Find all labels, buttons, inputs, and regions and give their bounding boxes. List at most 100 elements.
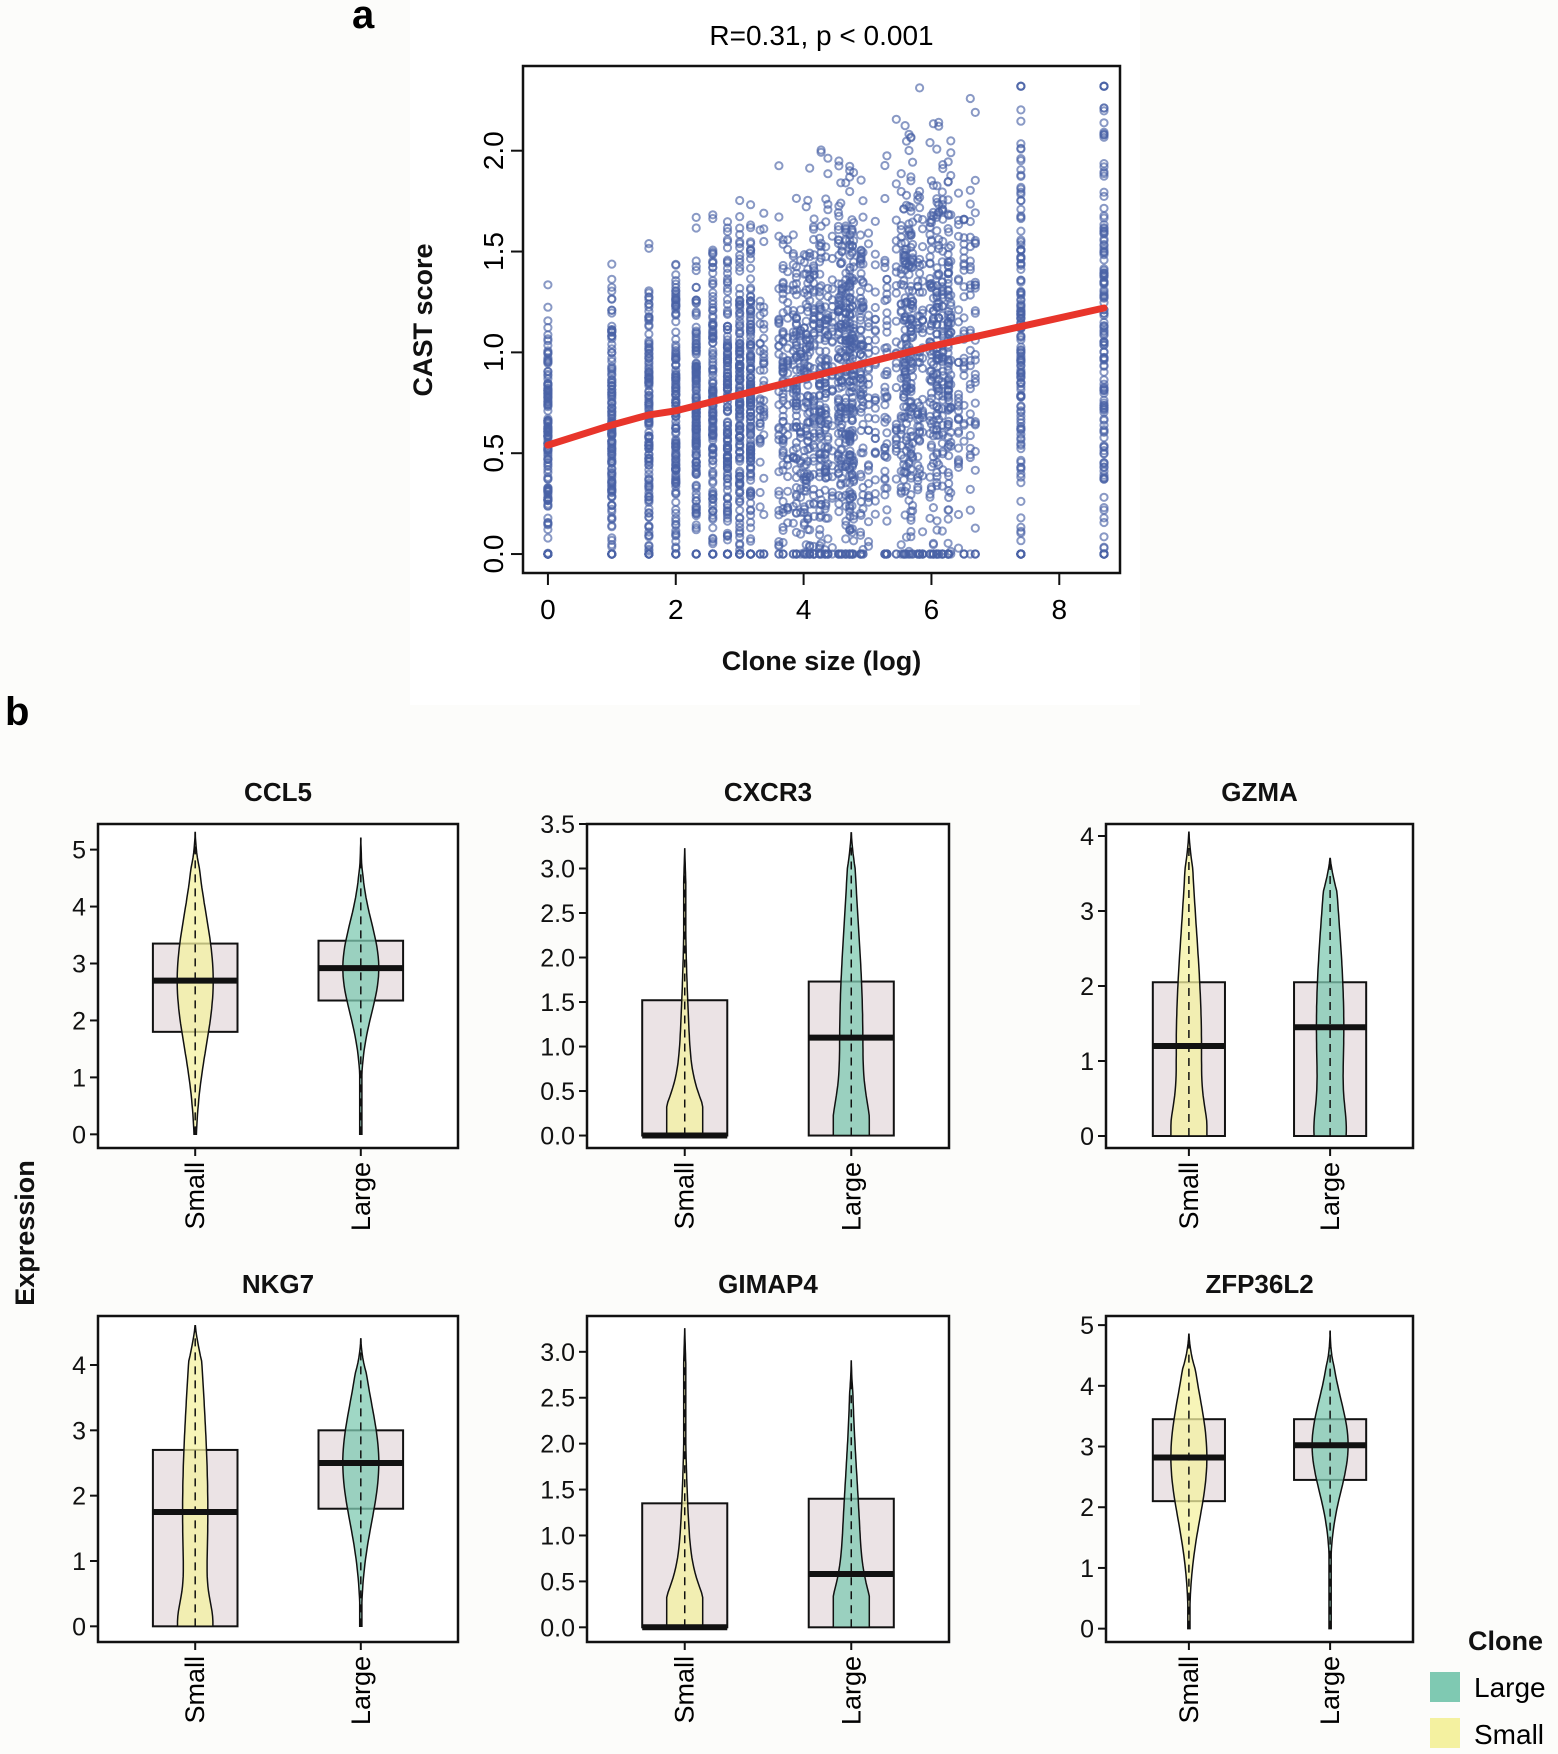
scatter-point [827,543,837,553]
scatter-point [816,419,826,429]
scatter-point [644,440,654,450]
scatter-point [849,257,859,267]
panel-ccl5: CCL5 0 1 2 3 4 5 Small Large [72,777,460,1231]
scatter-point [821,354,831,364]
scatter-point [845,525,855,536]
regression-line [544,304,1108,449]
y-tick-label: 1.5 [540,989,575,1017]
scatter-point [607,500,617,510]
scatter-point [543,330,553,340]
panel-title: ZFP36L2 [1205,1269,1313,1299]
scatter-point [759,353,769,363]
scatter-point [1016,195,1026,206]
scatter-point [746,245,756,255]
scatter-point [965,345,975,355]
scatter-point [746,291,756,301]
scatter-point [970,377,980,387]
scatter-point [1016,289,1026,299]
scatter-point [644,475,654,485]
scatter-point [845,279,855,289]
scatter-point [543,474,553,484]
scatter-point [735,349,745,359]
scatter-point [815,324,825,334]
scatter-point [759,549,769,559]
scatter-point [815,334,825,344]
scatter-point [870,287,880,297]
scatter-point [722,235,733,245]
scatter-point [783,400,793,410]
scatter-point [1099,81,1109,91]
scatter-point [708,365,718,376]
scatter-point [944,375,954,385]
scatter-point [925,416,935,426]
scatter-point [845,549,855,559]
scatter-point [882,452,892,462]
scatter-point [671,530,681,540]
scatter-point [759,365,769,375]
scatter-point [904,439,914,450]
panel-cxcr3: CXCR3 0.0 0.5 1.0 1.5 2.0 2.5 3.0 3.5 Small Large [540,777,951,1231]
scatter-point [932,549,942,559]
scatter-point [815,400,825,410]
scatter-point [708,494,718,504]
scatter-point [938,371,948,381]
scatter-point [953,401,964,411]
scatter-point [906,532,916,542]
scatter-point [691,282,701,292]
scatter-point [1016,360,1026,371]
scatter-point [928,207,939,217]
scatter-point [644,444,654,454]
scatter-point [735,289,745,299]
scatter-point [908,157,918,167]
scatter-point [671,259,681,269]
scatter-point [970,419,980,429]
scatter-point [691,376,701,386]
scatter-point [870,509,880,519]
scatter-point [1099,103,1109,113]
scatter-point [691,389,701,399]
scatter-point [722,295,733,305]
scatter-point [671,340,681,350]
scatter-point [913,213,923,223]
scatter-point [774,435,784,445]
scatter-point [788,422,798,432]
scatter-point [847,227,858,237]
scatter-point [644,329,654,339]
scatter-point [607,407,617,417]
y-tick-label: 0 [72,1613,86,1641]
scatter-point [691,489,701,499]
scatter-point [644,484,654,494]
scatter-point [543,302,553,312]
scatter-point [708,387,718,397]
scatter-point [965,484,975,494]
scatter-point [735,229,745,240]
scatter-point [801,285,811,295]
scatter-point [809,234,819,245]
scatter-point [791,527,802,537]
scatter-point [823,169,833,179]
scatter-point [882,505,892,515]
scatter-point [970,306,980,316]
scatter-point [1099,167,1109,177]
scatter-point [746,430,756,440]
scatter-point [543,496,553,506]
scatter-point [783,471,793,482]
scatter-point [925,489,935,499]
scatter-point [735,446,745,456]
scatter-point [823,199,833,209]
scatter-point [735,266,745,276]
scatter-point [644,460,654,470]
scatter-point [755,422,765,432]
scatter-point [882,483,892,493]
scatter-point [746,505,756,515]
scatter-point [1016,440,1026,450]
scatter-point [708,470,718,480]
scatter-point [746,351,756,361]
scatter-point [691,364,701,374]
scatter-point [836,178,846,188]
scatter-point [953,455,964,465]
scatter-point [644,541,654,551]
scatter-point [746,355,756,365]
scatter-point [938,205,948,215]
scatter-point [644,469,654,479]
